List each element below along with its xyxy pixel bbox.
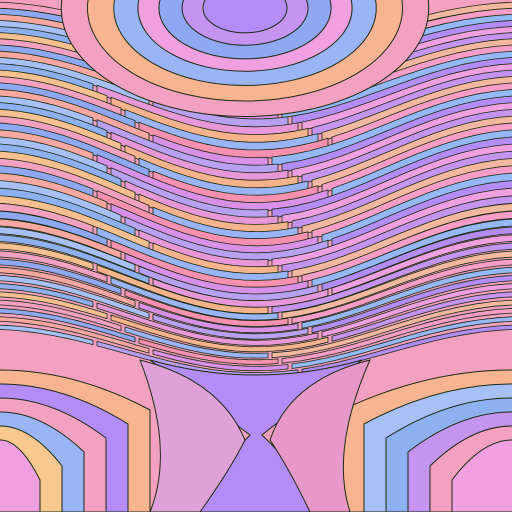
wave-band <box>321 283 512 338</box>
wave-band <box>0 283 94 308</box>
wave-band <box>0 234 150 285</box>
wave-band <box>0 316 150 354</box>
wave-band <box>0 226 136 272</box>
wave-band <box>311 275 512 334</box>
wave-band <box>124 326 269 359</box>
wave-band <box>0 324 94 345</box>
wave-band <box>0 291 108 320</box>
wave-band <box>291 316 512 369</box>
center-lobe-right <box>269 359 371 512</box>
wave-band <box>124 289 289 327</box>
bottom-arch <box>0 439 41 512</box>
wave-band <box>0 274 150 319</box>
wave-band <box>110 277 279 321</box>
wave-band <box>110 314 329 353</box>
top-ring <box>202 0 288 34</box>
wave-band <box>0 266 136 307</box>
wave-band <box>281 250 512 319</box>
wave-band <box>152 349 289 372</box>
wave-band <box>152 313 309 340</box>
wave-band <box>0 218 122 260</box>
wave-band <box>0 308 136 343</box>
wave-band <box>96 302 319 346</box>
wave-band <box>301 266 512 329</box>
center-lobe-left <box>139 359 246 512</box>
wave-band <box>281 308 512 364</box>
wave-band <box>291 258 512 324</box>
wave-band <box>331 234 512 295</box>
top-rings <box>60 0 430 117</box>
wave-band <box>321 226 512 292</box>
wave-band <box>138 302 299 334</box>
wave-band <box>0 299 122 331</box>
bottom-arches <box>0 359 512 512</box>
wave-band <box>138 338 279 365</box>
wave-band <box>271 299 512 358</box>
wave-band <box>301 324 512 374</box>
wave-band <box>0 258 122 295</box>
wave-band <box>331 291 512 342</box>
wave-band <box>0 242 94 271</box>
wave-band <box>271 242 512 314</box>
bottom-arch <box>451 439 512 512</box>
wave-band <box>0 250 108 283</box>
